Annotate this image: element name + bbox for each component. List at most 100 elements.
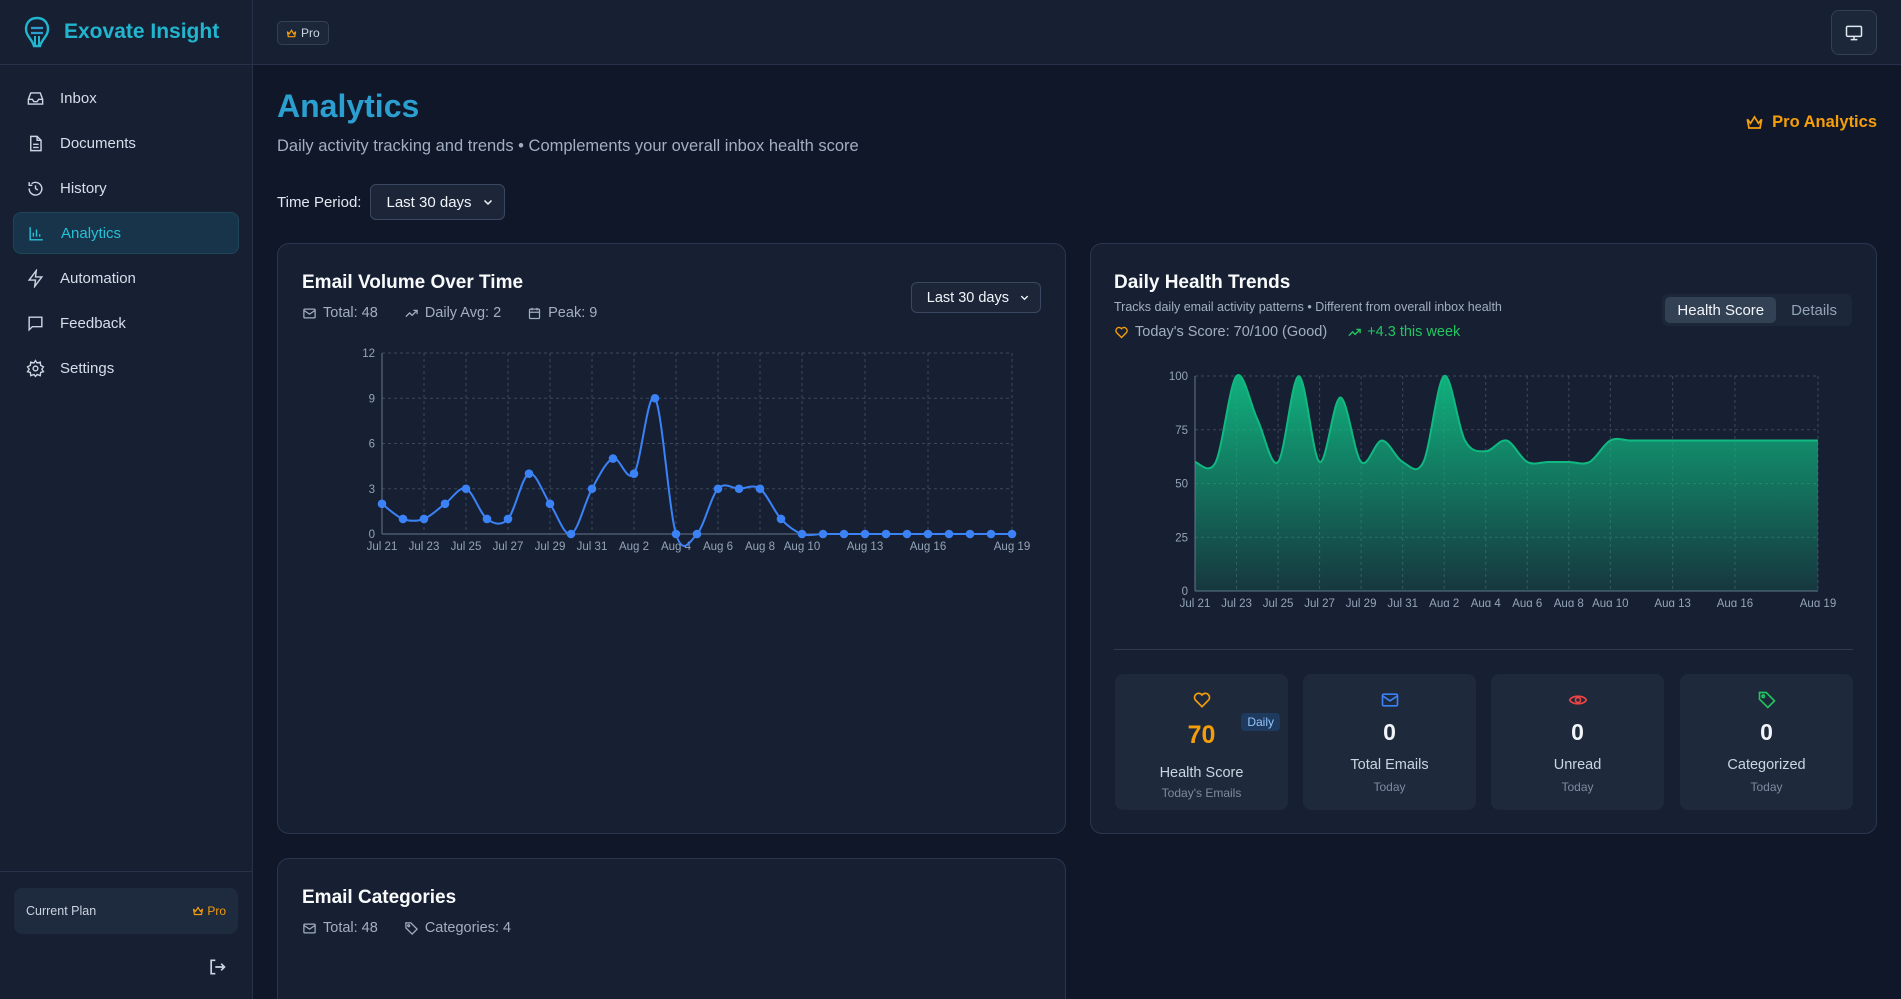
x-tick-label: Aug 19 <box>1800 598 1836 607</box>
sidebar-item-history[interactable]: History <box>13 167 239 209</box>
unread-stat: 0 Unread Today <box>1491 674 1664 810</box>
tag-icon <box>1758 691 1776 709</box>
sidebar-item-automation[interactable]: Automation <box>13 257 239 299</box>
data-point <box>671 529 681 539</box>
series-line <box>1194 374 1818 471</box>
categorized-value: 0 <box>1760 719 1773 745</box>
time-period-label: Time Period: <box>277 193 362 211</box>
mail-icon <box>303 923 316 933</box>
health-score-value: 70 <box>1187 721 1216 749</box>
x-tick-label: Jul 23 <box>409 541 440 553</box>
email-volume-title: Email Volume Over Time <box>302 272 524 293</box>
x-tick-label: Jul 29 <box>535 541 566 553</box>
data-point <box>419 514 429 524</box>
data-point <box>650 393 660 403</box>
data-point <box>965 529 975 539</box>
app-name: Exovate Insight <box>64 20 220 43</box>
time-period-filter: Time Period: Last 30 days <box>277 184 505 220</box>
sidebar-item-inbox[interactable]: Inbox <box>13 77 239 119</box>
y-tick-label: 75 <box>1175 425 1188 437</box>
x-tick-label: Jul 25 <box>1263 598 1294 607</box>
gear-icon <box>26 358 45 378</box>
plan-badge: Pro <box>192 904 226 918</box>
sidebar-item-label: Documents <box>60 134 136 152</box>
y-tick-label: 100 <box>1169 371 1188 383</box>
logout-icon[interactable] <box>207 957 227 977</box>
x-tick-label: Aug 4 <box>1471 598 1502 607</box>
health-trends-chart: 0 25 50 75 100 Jul 21 Jul 23 Jul 25 Jul 27 Jul 29… <box>1169 371 1836 607</box>
sidebar-item-label: Inbox <box>60 89 97 107</box>
categories-count-value: Categories: 4 <box>424 920 512 936</box>
health-trends-title: Daily Health Trends <box>1114 272 1291 293</box>
brand[interactable]: Exovate Insight <box>0 0 252 65</box>
time-period-value: Last 30 days <box>386 193 472 211</box>
crown-icon <box>193 906 204 916</box>
divider <box>1114 649 1853 650</box>
eye-icon <box>1568 695 1588 705</box>
data-point <box>608 454 618 463</box>
data-point <box>944 529 954 539</box>
volume-range-value: Last 30 days <box>926 289 1009 306</box>
tab-health-score[interactable]: Health Score <box>1665 297 1777 323</box>
data-point <box>797 529 807 539</box>
y-tick-label: 25 <box>1175 532 1188 544</box>
x-tick-label: Jul 31 <box>577 541 608 553</box>
data-point <box>902 529 912 539</box>
data-point <box>482 514 492 524</box>
current-plan: Current Plan Pro <box>14 888 238 934</box>
x-tick-label: Aug 6 <box>703 541 733 553</box>
sidebar-item-settings[interactable]: Settings <box>13 347 239 389</box>
tab-details[interactable]: Details <box>1791 301 1837 319</box>
email-categories-card: Email Categories Total: 48 Categories: 4 <box>277 858 1066 999</box>
x-tick-label: Jul 27 <box>1304 598 1335 607</box>
data-point <box>860 529 870 539</box>
tag-icon <box>405 921 418 935</box>
x-tick-label: Aug 16 <box>1717 598 1753 607</box>
data-point <box>587 484 597 494</box>
x-tick-label: Jul 25 <box>451 541 482 553</box>
volume-range-select[interactable]: Last 30 days <box>910 282 1041 313</box>
x-tick-label: Aug 6 <box>1512 598 1542 607</box>
calendar-icon <box>529 307 541 319</box>
todays-score: Today's Score: 70/100 (Good) +4.3 this w… <box>1114 324 1460 340</box>
total-emails-value: 0 <box>1383 719 1396 745</box>
x-tick-label: Aug 13 <box>847 541 883 553</box>
peak-stat: Peak: 9 <box>527 305 597 321</box>
inbox-icon <box>27 91 44 105</box>
data-point <box>923 529 933 539</box>
email-categories-meta: Total: 48 Categories: 4 <box>302 920 511 936</box>
email-categories-title: Email Categories <box>302 887 457 908</box>
display-mode-button[interactable] <box>1831 10 1877 55</box>
health-tabs: Health Score Details <box>1662 294 1852 326</box>
y-tick-label: 0 <box>1182 586 1188 598</box>
crown-icon <box>1746 115 1763 129</box>
email-volume-chart: 0 3 6 9 12 Jul 21 Jul 23 Jul 25 Jul 27 Jul 29 Jul … <box>362 348 1030 553</box>
score-item: Today's Score: 70/100 (Good) <box>1114 324 1327 340</box>
time-period-select[interactable]: Last 30 days <box>370 184 505 220</box>
x-tick-label: Aug 13 <box>1654 598 1690 607</box>
sidebar-item-analytics[interactable]: Analytics <box>13 212 239 254</box>
sidebar-footer: Current Plan Pro <box>0 871 252 999</box>
x-tick-label: Aug 16 <box>910 541 946 553</box>
y-tick-label: 3 <box>369 484 375 496</box>
logo-icon <box>24 16 50 48</box>
monitor-icon <box>1845 25 1863 40</box>
history-icon <box>28 181 43 196</box>
total-emails-label: Total Emails <box>1350 757 1429 773</box>
sidebar-item-label: History <box>60 179 107 197</box>
data-point <box>440 499 450 509</box>
y-tick-label: 9 <box>369 393 375 405</box>
top-bar: Pro <box>253 0 1901 65</box>
x-tick-label: Aug 2 <box>619 541 649 553</box>
data-point <box>398 514 408 524</box>
data-point <box>776 514 786 524</box>
sidebar-item-label: Analytics <box>61 224 122 242</box>
plan-label: Current Plan <box>26 904 97 918</box>
sidebar-item-documents[interactable]: Documents <box>13 122 239 164</box>
avg-value: Daily Avg: 2 <box>424 305 502 321</box>
sidebar-item-feedback[interactable]: Feedback <box>13 302 239 344</box>
data-point <box>986 529 996 539</box>
x-tick-label: Jul 23 <box>1221 598 1252 607</box>
categories-total-value: Total: 48 <box>323 920 378 936</box>
x-tick-label: Aug 10 <box>784 541 820 553</box>
